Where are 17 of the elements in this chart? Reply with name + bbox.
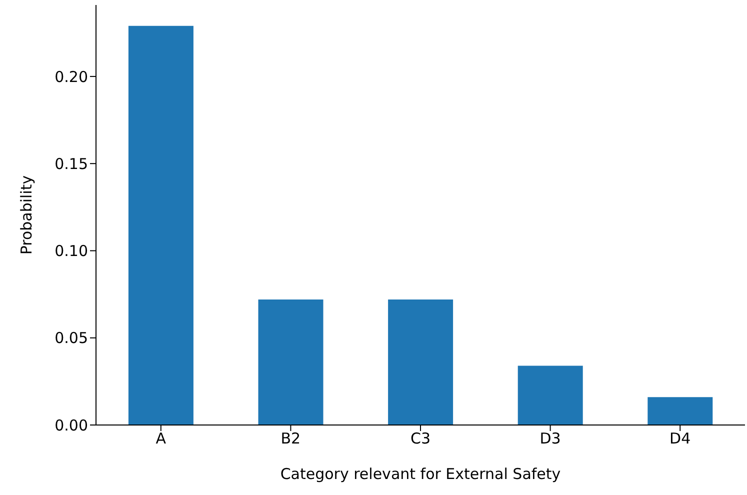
x-axis-title: Category relevant for External Safety: [280, 465, 561, 483]
y-tick-label: 0.15: [54, 154, 88, 173]
bar: [518, 366, 583, 425]
y-axis-title: Probability: [17, 175, 36, 255]
bar: [258, 300, 324, 425]
x-tick-label: D3: [540, 430, 561, 448]
x-tick-label: D4: [670, 430, 691, 448]
x-tick-label: C3: [410, 430, 431, 448]
y-tick-label: 0.10: [54, 242, 88, 260]
bar: [388, 300, 454, 425]
bar: [128, 26, 194, 425]
y-tick-label: 0.20: [54, 68, 88, 86]
y-tick-label: 0.05: [54, 329, 88, 348]
x-tick-label: A: [156, 430, 167, 448]
bar: [648, 397, 713, 425]
y-tick-label: 0.00: [54, 416, 88, 434]
x-tick-label: B2: [280, 430, 301, 448]
